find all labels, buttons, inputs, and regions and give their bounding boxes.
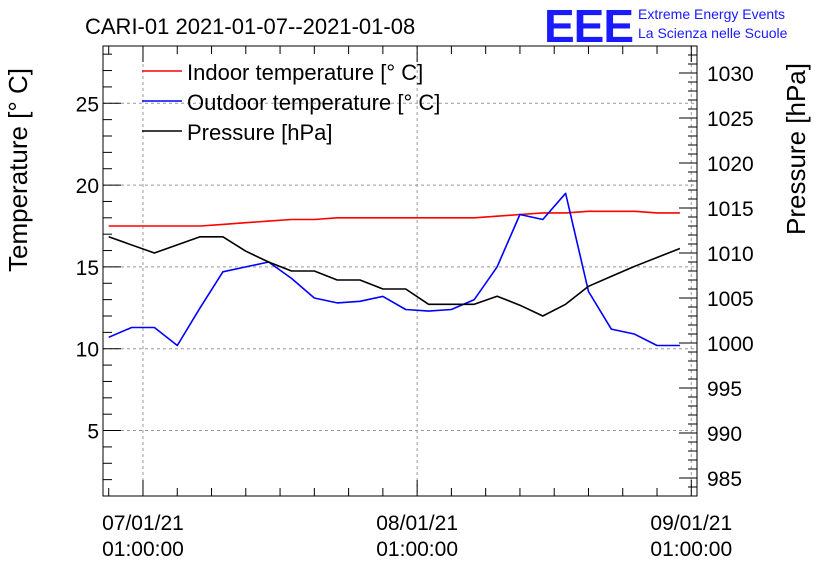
y-axis-left-title: Temperature [° C]	[3, 68, 33, 272]
pressure-line	[108, 236, 681, 317]
y-axis-right-title: Pressure [hPa]	[781, 63, 811, 235]
eee-logo: EEE Extreme Energy Events La Scienza nel…	[544, 0, 788, 52]
series-layer	[108, 192, 681, 347]
x-tick-label-time: 01:00:00	[102, 538, 184, 561]
indoor-temperature-line	[108, 210, 680, 227]
logo-mark: EEE	[544, 0, 633, 52]
legend: Indoor temperature [° C] Outdoor tempera…	[142, 60, 440, 145]
y-right-tick-label: 1020	[707, 153, 754, 176]
y-left-tick-label: 15	[76, 257, 99, 280]
legend-label-indoor: Indoor temperature [° C]	[187, 60, 423, 85]
x-tick-label-date: 09/01/21	[650, 512, 732, 535]
y-right-tick-label: 1010	[707, 243, 754, 266]
outdoor-temperature-line	[108, 192, 680, 347]
x-tick-label-date: 07/01/21	[102, 512, 184, 535]
x-tick-label-time: 01:00:00	[376, 538, 458, 561]
y-right-tick-label: 990	[707, 423, 742, 446]
y-right-tick-label: 995	[707, 378, 742, 401]
x-tick-label-date: 08/01/21	[376, 512, 458, 535]
y-right-tick-label: 1000	[707, 333, 754, 356]
chart-title: CARI-01 2021-01-07--2021-01-08	[85, 14, 415, 39]
y-left-tick-label: 5	[87, 421, 99, 444]
logo-line2: La Scienza nelle Scuole	[638, 25, 788, 41]
grid	[103, 46, 697, 496]
y-left-tick-label: 25	[76, 93, 99, 116]
axes: 07/01/21 01:00:00 08/01/21 01:00:00 09/01/21…	[76, 45, 754, 561]
x-tick-label-time: 01:00:00	[650, 538, 732, 561]
y-right-tick-label: 1025	[707, 108, 754, 131]
legend-label-pressure: Pressure [hPa]	[187, 120, 333, 145]
y-left-tick-label: 10	[76, 339, 99, 362]
y-right-tick-label: 985	[707, 468, 742, 491]
logo-line1: Extreme Energy Events	[638, 6, 785, 22]
y-right-tick-label: 1005	[707, 288, 754, 311]
y-right-tick-label: 1015	[707, 198, 754, 221]
y-right-tick-label: 1030	[707, 63, 754, 86]
legend-label-outdoor: Outdoor temperature [° C]	[187, 90, 440, 115]
y-left-tick-label: 20	[76, 175, 99, 198]
